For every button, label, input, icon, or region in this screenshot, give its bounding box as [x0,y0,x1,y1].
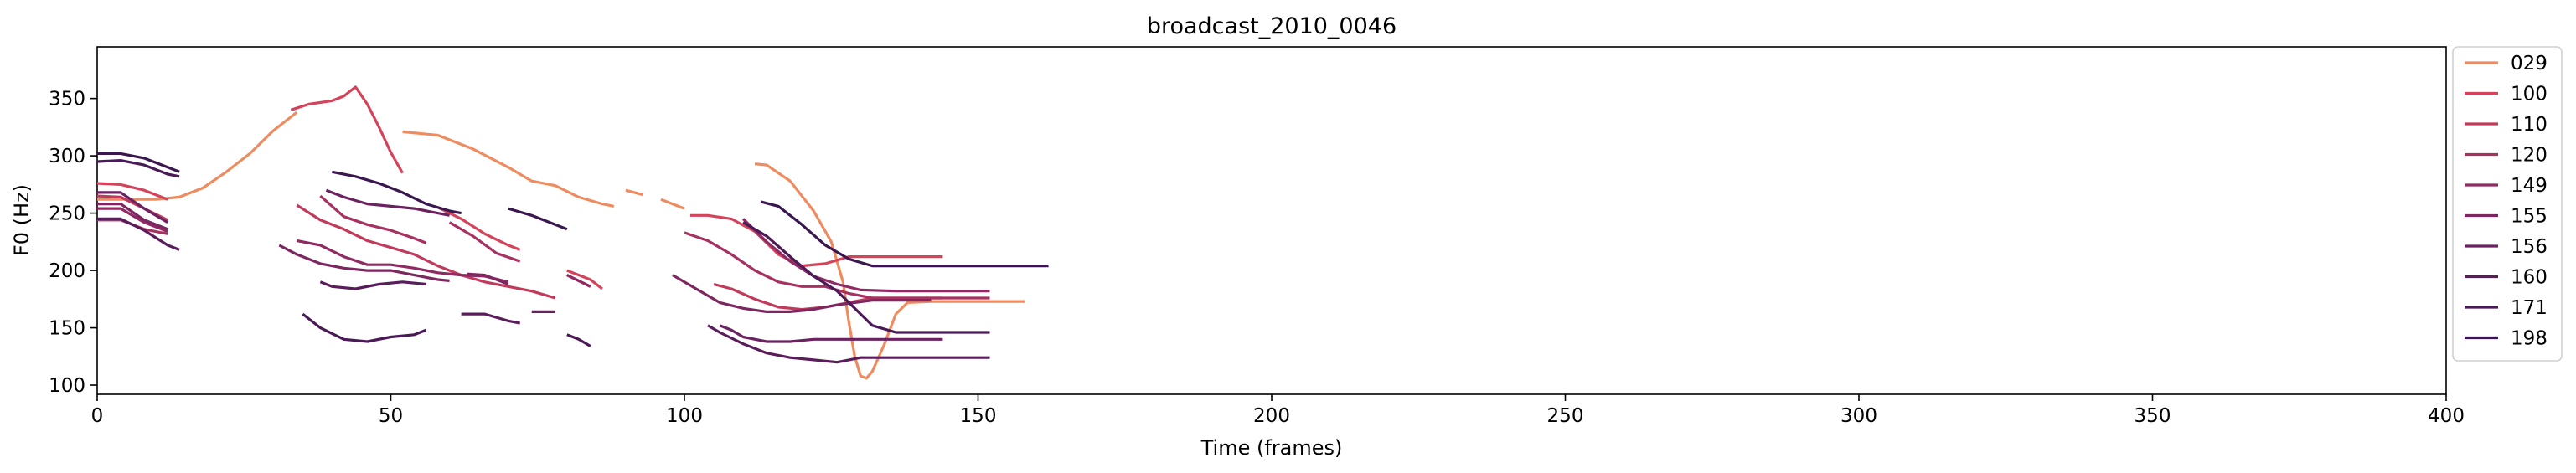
series-156 [97,188,943,343]
legend: 029 100 110 120 149 155 156 160 171 198 [2452,46,2563,362]
series-line-segment [707,324,990,364]
x-tick-label: 50 [379,405,403,427]
x-tick-label: 250 [1547,405,1584,427]
series-line-segment [625,188,644,197]
series-line-segment [690,213,943,268]
x-tick-label: 300 [1840,405,1877,427]
legend-label: 198 [2511,328,2548,350]
series-line-segment [96,159,180,178]
series-line-segment [566,274,591,288]
y-tick-label: 200 [49,260,85,282]
y-axis-label: F0 (Hz) [10,184,34,256]
legend-label: 120 [2511,145,2548,167]
y-tick-label: 300 [49,146,85,167]
series-line-segment [719,324,943,343]
x-tick-label: 0 [91,405,104,427]
series-line-segment [741,218,990,293]
series-line-segment [97,203,168,231]
y-tick-label: 100 [49,375,85,397]
series-line-segment [402,130,615,208]
series-line-segment [325,188,450,217]
series-line-segment [319,194,427,244]
series-100 [96,85,943,290]
y-tick-label: 150 [49,318,85,340]
y-tick-label: 250 [49,203,85,225]
series-layer [96,85,1049,380]
x-tick-label: 100 [666,405,703,427]
series-line-segment [302,312,427,343]
legend-label: 155 [2511,206,2548,228]
series-line-segment [296,203,556,300]
x-axis: 0 50 100 150 200 250 300 350 400 [91,394,2465,427]
x-axis-label: Time (frames) [1200,436,1343,460]
series-line-segment [566,269,603,290]
series-line-segment [97,111,298,201]
x-tick-label: 350 [2135,405,2171,427]
series-line-segment [467,272,509,285]
series-line-segment [672,274,932,313]
series-198 [97,152,1049,268]
series-line-segment [660,198,685,210]
series-line-segment [97,191,168,224]
series-171 [96,159,990,347]
legend-label: 156 [2511,236,2548,258]
series-line-segment [97,207,168,233]
legend-label: 160 [2511,267,2548,289]
legend-label: 149 [2511,175,2548,197]
legend-frame [2452,46,2563,362]
series-line-segment [742,221,990,334]
series-line-segment [319,280,426,290]
series-line-segment [760,200,1049,268]
chart-title: broadcast_2010_0046 [1147,13,1396,39]
series-160 [97,217,990,364]
series-line-segment [97,217,180,251]
legend-label: 110 [2511,114,2548,136]
series-line-segment [96,182,168,201]
legend-label: 029 [2511,53,2548,75]
series-line-segment [290,85,404,174]
series-029 [97,111,1025,380]
x-tick-label: 400 [2428,405,2465,427]
y-tick-label: 350 [49,89,85,111]
series-line-segment [97,152,180,173]
legend-label: 171 [2511,297,2548,319]
y-axis: 100 150 200 250 300 350 [49,89,97,397]
series-line-segment [278,244,450,282]
x-tick-label: 200 [1253,405,1290,427]
series-line-segment [754,162,1025,380]
series-line-segment [461,312,521,325]
series-line-segment [448,221,521,263]
plot-area [96,46,2447,395]
series-line-segment [508,207,568,231]
series-line-segment [684,231,990,300]
series-120 [97,194,990,300]
series-line-segment [566,333,591,347]
series-line-segment [436,206,521,251]
series-155 [97,203,932,313]
legend-label: 100 [2511,84,2548,105]
x-tick-label: 150 [960,405,997,427]
legend-items: 029 100 110 120 149 155 156 160 171 198 [2465,53,2548,350]
series-line-segment [332,170,462,215]
plot-frame [96,46,2447,395]
